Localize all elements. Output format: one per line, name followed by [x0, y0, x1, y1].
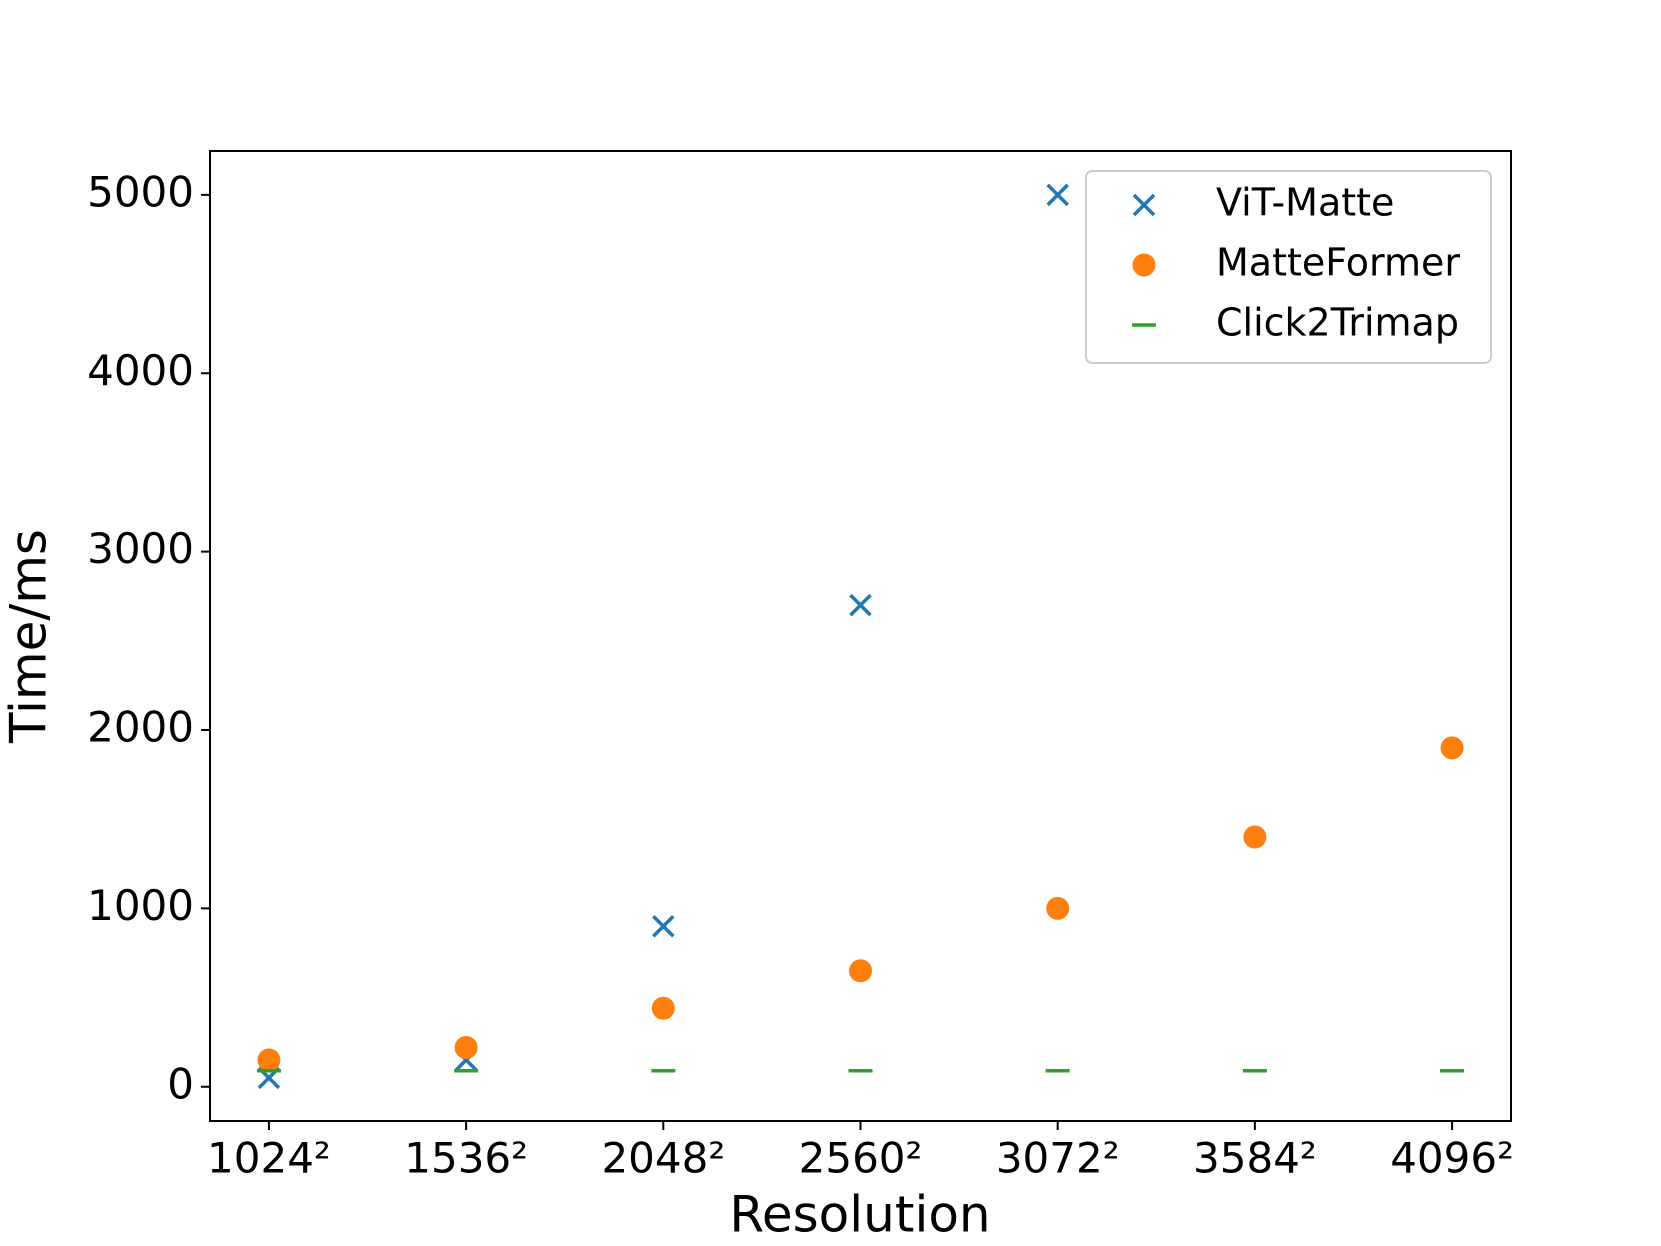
marker-stroke	[1046, 183, 1069, 207]
marker-dot	[1046, 896, 1070, 920]
x-tick-label: 3072²	[996, 1134, 1120, 1183]
x-axis-label: Resolution	[729, 1186, 990, 1244]
marker-dot	[1440, 736, 1464, 760]
x-tick-label: 2560²	[799, 1134, 923, 1183]
y-tick-label: 3000	[87, 524, 194, 573]
marker-x	[849, 593, 872, 617]
y-tick-label: 1000	[87, 881, 194, 930]
x-tick-label: 1536²	[404, 1134, 528, 1183]
marker-dot	[1132, 253, 1156, 277]
x-tick-label: 2048²	[601, 1134, 725, 1183]
y-tick-label: 5000	[87, 167, 194, 216]
marker-stroke	[1132, 193, 1156, 217]
marker-dot	[651, 996, 675, 1020]
marker-stroke	[849, 593, 872, 617]
x-tick-label: 3584²	[1193, 1134, 1317, 1183]
legend-box	[1085, 170, 1492, 364]
y-tick-label: 2000	[87, 703, 194, 752]
marker-x	[1046, 183, 1069, 207]
marker-x	[1132, 193, 1156, 217]
marker-dot	[849, 959, 872, 983]
x-tick-label: 4096²	[1390, 1134, 1514, 1183]
marker-dot	[257, 1048, 281, 1072]
marker-x	[652, 914, 675, 938]
x-tick-label: 1024²	[207, 1134, 331, 1183]
y-tick-label: 4000	[87, 346, 194, 395]
legend-label: MatteFormer	[1216, 241, 1460, 285]
legend-label: Click2Trimap	[1216, 301, 1459, 345]
marker-dot	[454, 1036, 478, 1060]
y-axis-label: Time/ms	[0, 529, 58, 744]
legend-label: ViT-Matte	[1216, 181, 1394, 225]
marker-stroke	[652, 914, 675, 938]
marker-dot	[1243, 825, 1267, 849]
y-tick-label: 0	[167, 1059, 194, 1108]
